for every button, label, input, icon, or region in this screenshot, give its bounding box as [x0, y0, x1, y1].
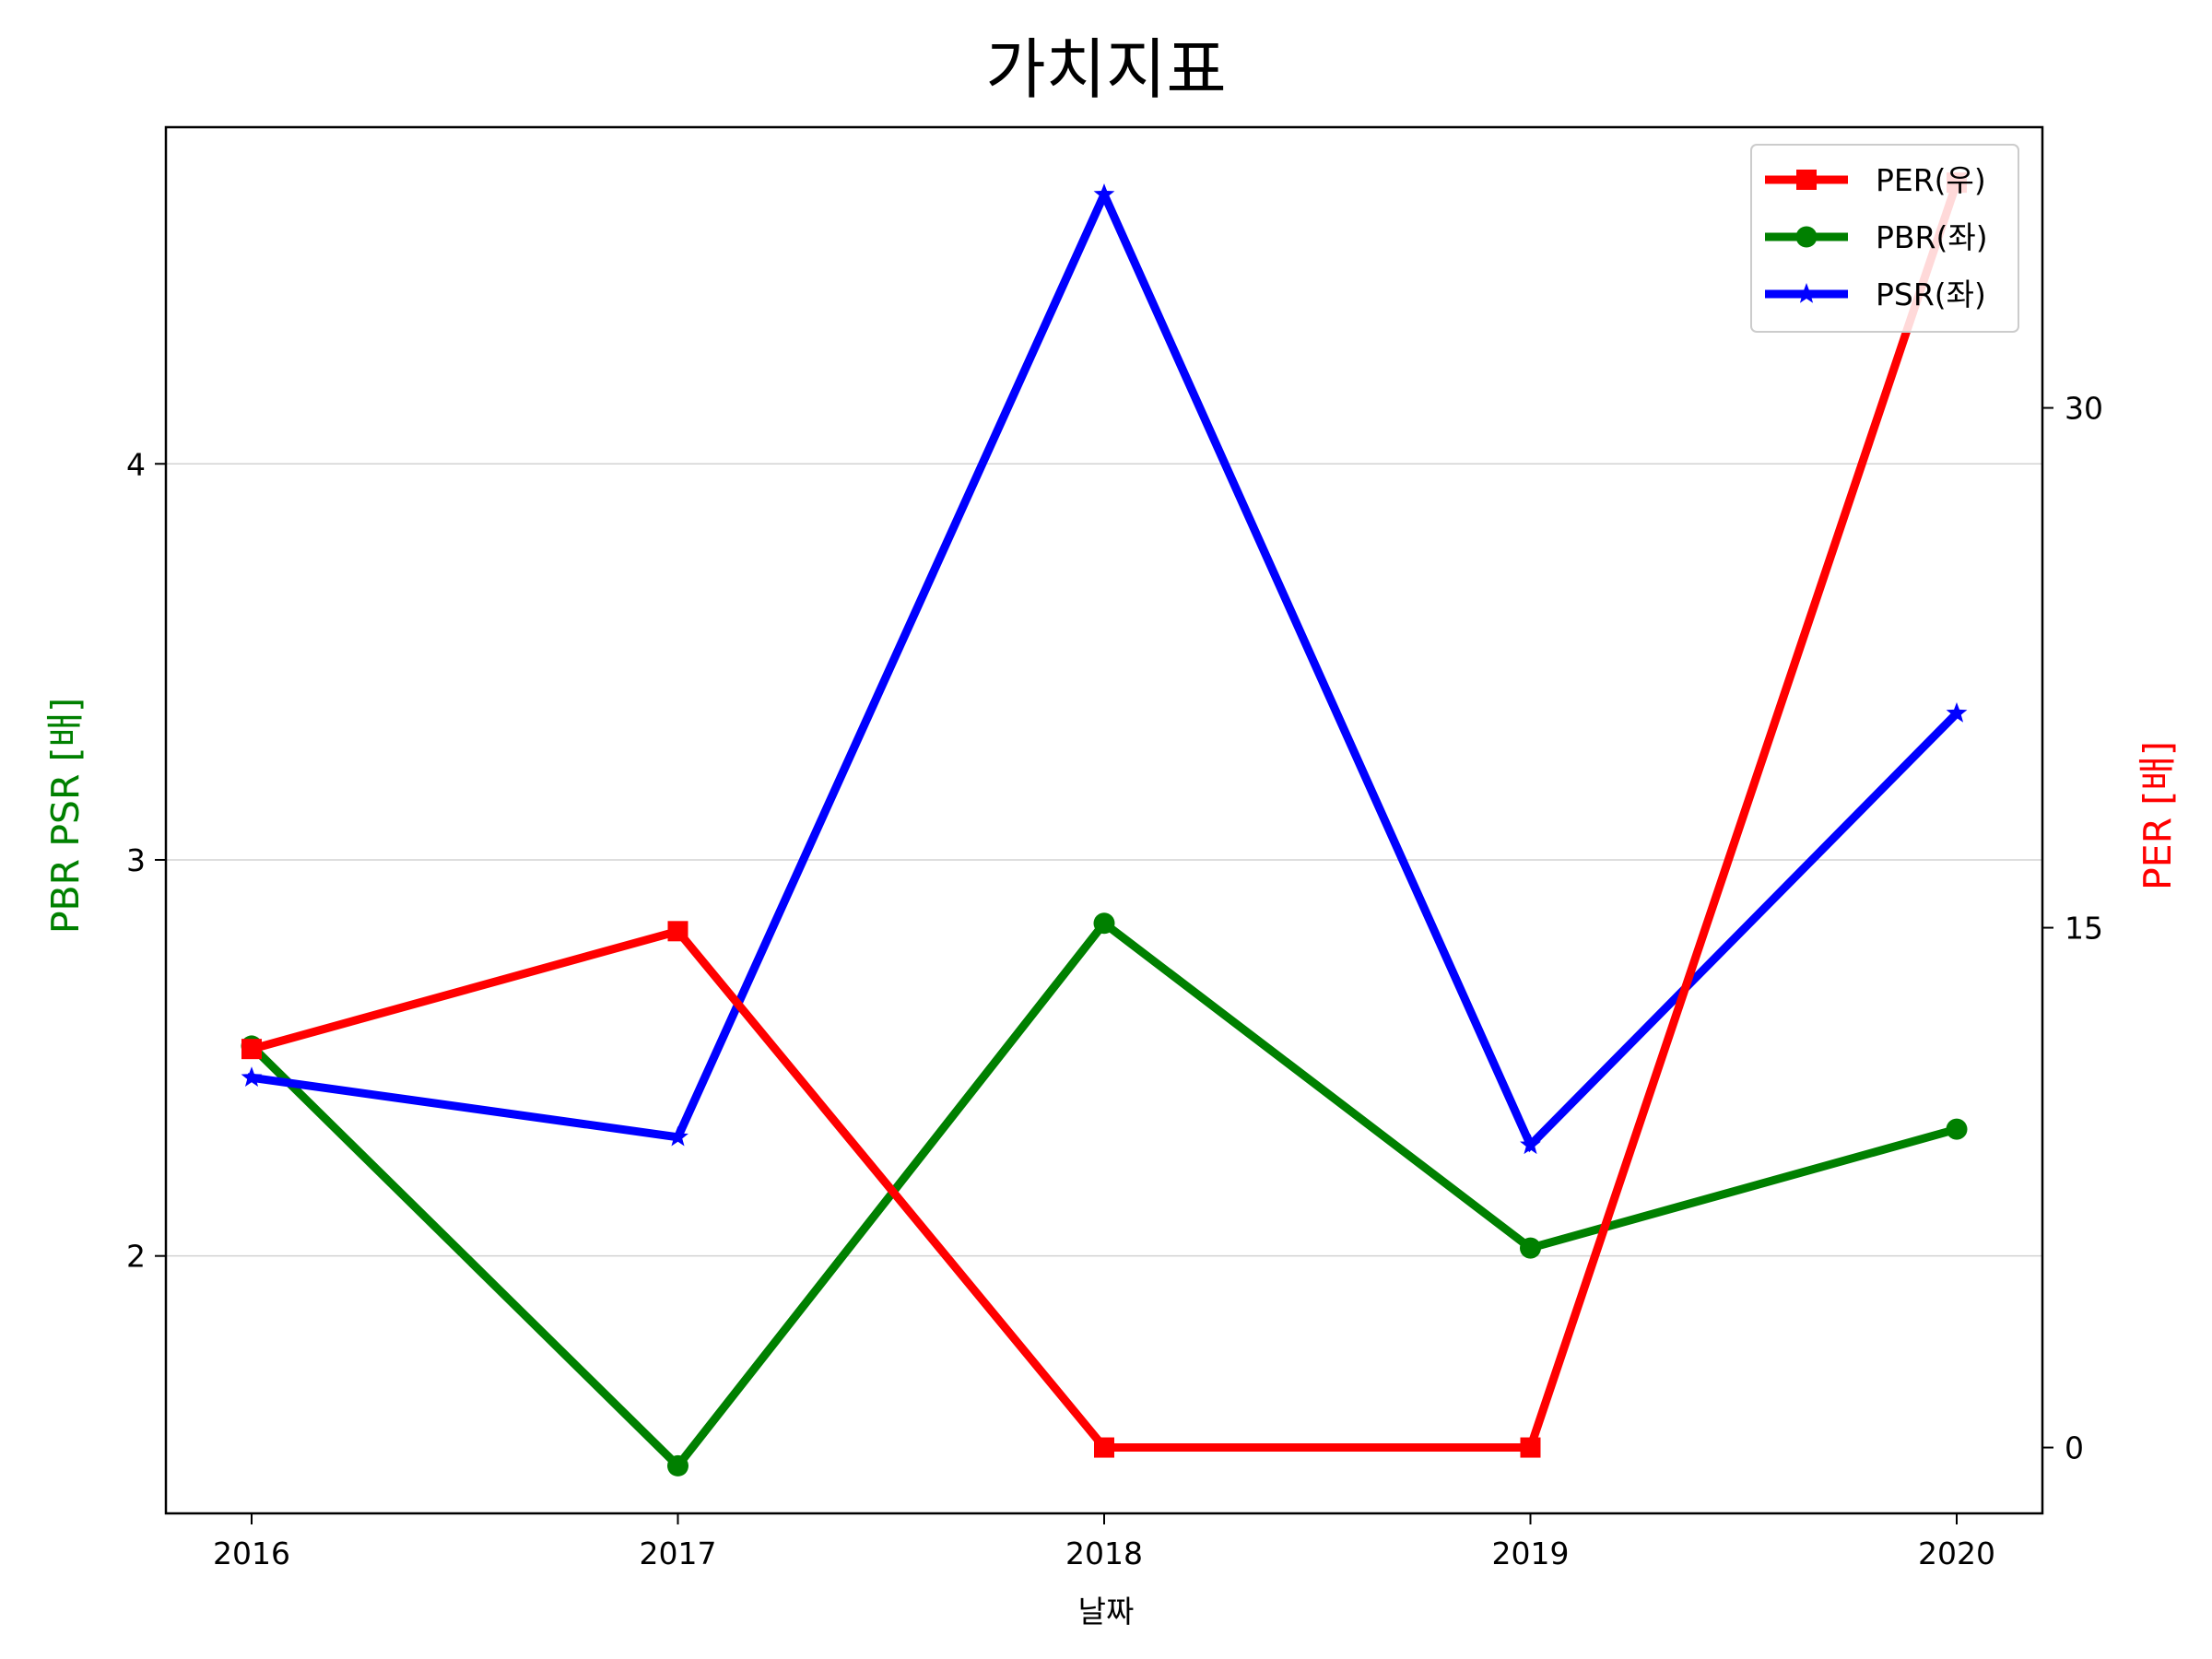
data-point — [241, 1066, 263, 1088]
chart-title: 가치지표 — [985, 31, 1226, 108]
data-point — [667, 1125, 688, 1147]
series-layer — [241, 172, 1968, 1477]
series-PSR(좌) — [241, 183, 1968, 1155]
data-point — [241, 1039, 262, 1060]
left-y-tick-label: 2 — [126, 1239, 146, 1275]
axes: 2016 2017 2018 2019 2020 2 3 4 0 15 30 — [126, 125, 2103, 1571]
legend-label: PBR(좌) — [1876, 219, 1988, 255]
legend-box — [1750, 144, 2019, 333]
legend-item: PBR(좌) — [1765, 219, 1988, 255]
right-axis-title: PER [배] — [2136, 741, 2180, 890]
x-tick-label: 2019 — [1492, 1535, 1570, 1571]
x-tick-label: 2016 — [213, 1535, 290, 1571]
legend-item: PSR(좌) — [1765, 276, 1986, 312]
legend-swatch-marker — [1795, 283, 1818, 303]
right-y-tick-label: 0 — [2065, 1430, 2084, 1466]
legend-swatch-marker — [1796, 170, 1817, 190]
legend-swatch-marker — [1795, 226, 1818, 248]
data-point — [1520, 1437, 1541, 1458]
x-tick-label: 2017 — [640, 1535, 717, 1571]
data-point — [667, 921, 688, 942]
left-y-tick-label: 3 — [126, 842, 146, 878]
data-point — [1094, 1437, 1114, 1458]
x-tick-label: 2018 — [1065, 1535, 1143, 1571]
data-point — [1093, 183, 1115, 204]
right-y-tick-label: 30 — [2065, 391, 2103, 427]
legend: PER(우) PBR(좌) PSR(좌) — [1750, 144, 2019, 333]
data-point — [1520, 1134, 1541, 1155]
left-y-tick-label: 4 — [126, 446, 146, 482]
legend-item: PER(우) — [1765, 162, 1986, 198]
data-point — [1946, 701, 1968, 723]
data-point — [667, 1454, 688, 1477]
data-point — [1093, 912, 1115, 935]
data-point — [1946, 1118, 1968, 1140]
x-tick-label: 2020 — [1918, 1535, 1995, 1571]
data-point — [1520, 1237, 1541, 1259]
left-axis-title: PBR PSR [배] — [43, 698, 88, 934]
x-axis-title: 날짜 — [1078, 1594, 1135, 1630]
legend-label: PER(우) — [1876, 162, 1986, 198]
series-PBR(좌) — [241, 912, 1968, 1477]
right-y-tick-label: 15 — [2065, 911, 2103, 947]
legend-label: PSR(좌) — [1876, 276, 1986, 312]
